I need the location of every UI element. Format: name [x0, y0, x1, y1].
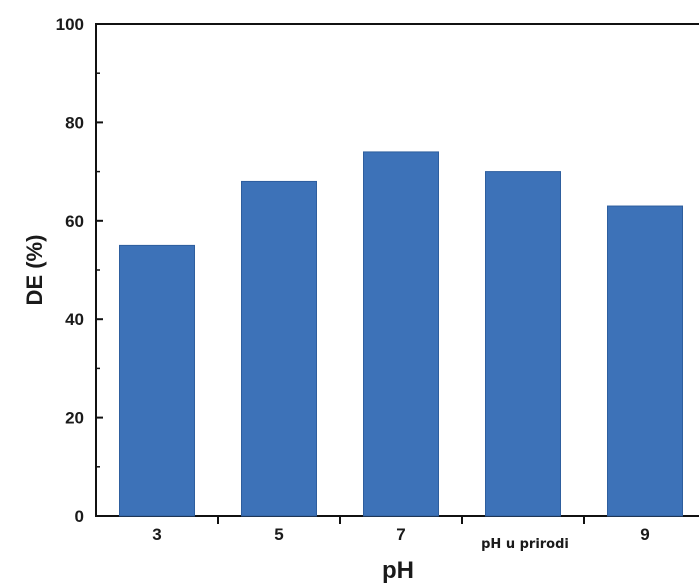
- x-tick-label: 3: [152, 525, 161, 544]
- y-tick-label: 60: [65, 212, 84, 231]
- bars-group: [119, 151, 683, 517]
- x-tick-label: pH u prirodi: [481, 537, 569, 552]
- y-tick-label: 80: [65, 113, 84, 132]
- x-axis-title: pH: [382, 557, 414, 583]
- x-tick-label: 7: [396, 525, 405, 544]
- bar-4: [607, 205, 683, 517]
- x-axis: 3 5 7 pH u prirodi 9: [152, 516, 650, 552]
- y-tick-label: 40: [65, 310, 84, 329]
- bar-0: [119, 244, 195, 517]
- x-tick-label: 9: [640, 525, 649, 544]
- y-axis-title: DE (%): [22, 235, 47, 306]
- y-tick-label: 100: [56, 15, 84, 34]
- bar-1: [241, 180, 317, 517]
- bar-2: [363, 151, 439, 517]
- y-tick-label: 20: [65, 409, 84, 428]
- y-tick-label: 0: [75, 507, 84, 526]
- bar-3: [485, 171, 561, 517]
- x-tick-label: 5: [274, 525, 283, 544]
- y-axis: 0 20 40 60 80 100: [56, 15, 103, 526]
